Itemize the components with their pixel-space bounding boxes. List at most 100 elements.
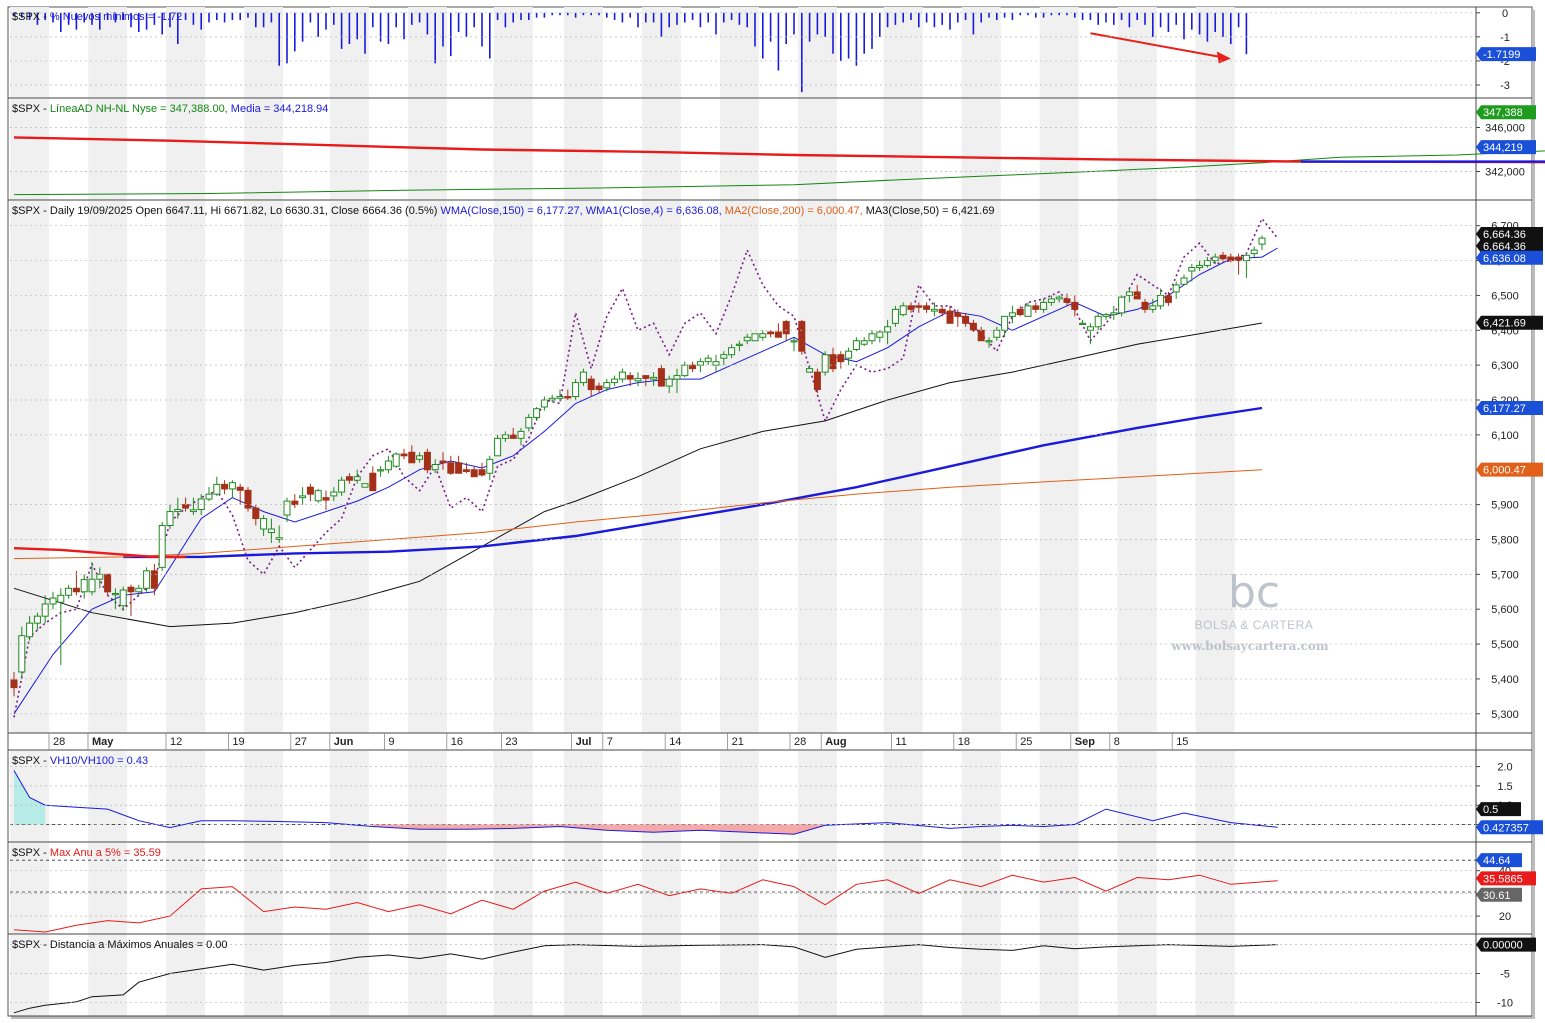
candle-up [993,329,1001,338]
candle-up [1110,312,1118,316]
candle-up [860,340,868,345]
candle-up [18,635,26,673]
y-tick-label: 5,400 [1491,674,1519,686]
value-badge-label: 347,388 [1483,107,1523,119]
week-band [244,99,284,200]
value-badge: 6,177.27 [1476,400,1543,415]
candle-up [1203,260,1211,266]
value-badge-bg [1476,400,1543,415]
week-band [88,843,128,934]
candle-up [1040,301,1048,310]
title-main: LíneaAD NH-NL Nyse = 347,388.00, [50,103,231,115]
week-band [883,751,923,842]
value-badge-label: 6,664.36 [1483,229,1526,241]
candle-up [119,589,127,607]
candle-up [891,308,899,324]
value-badge-bg [1476,227,1543,242]
candle-up [665,378,673,387]
week-band [883,99,923,200]
candle-up [673,375,681,380]
candle-up [821,354,829,373]
week-band [88,99,128,200]
candle-up [1242,254,1250,262]
value-badge: 6,000.47 [1476,462,1543,477]
y-tick-label: -5 [1500,969,1510,981]
panel-vh [10,770,1476,835]
candle-up [377,469,385,472]
candle-down [1063,298,1071,303]
watermark-logo: bc [1228,567,1280,618]
week-band [244,751,284,842]
panel-price: 28 May 12 19 27 Jun 9 16 23 Jul 7 14 21 28 Aug 11 18 25 Se… [10,217,1279,750]
candle-down [182,504,190,509]
candle-down [923,305,931,310]
week-band [563,99,603,200]
week-band [1039,843,1079,934]
value-badge: 0.5 [1476,802,1521,817]
week-band [719,843,759,934]
y-tick-label: 20 [1499,911,1511,923]
watermark-url: www.bolsaycartera.com [1170,639,1329,653]
y-tick-label: 2.0 [1497,762,1512,774]
candle-down [244,489,252,509]
candle-down [1164,294,1172,303]
candle-up [868,333,876,342]
week-band [1117,201,1157,733]
y-tick-label: 1.5 [1497,781,1512,793]
value-badge-label: 6,664.36 [1483,241,1526,253]
value-badge: 6,664.36 [1476,227,1543,242]
candle-up [603,382,611,389]
candle-up [213,483,221,495]
week-band [797,843,837,934]
candle-down [462,469,470,472]
candles [10,235,1266,697]
candle-up [751,333,759,342]
week-band [961,751,1001,842]
week-band [166,751,206,842]
panel-title-price: $SPX - Daily 19/09/2025 Open 6647.11, Hi… [12,205,994,217]
candle-up [1024,305,1032,317]
candle-up [845,350,853,359]
week-band [244,935,284,1016]
candle-up [930,308,938,312]
y-tick-label: -3 [1500,80,1510,92]
candle-up [704,357,712,363]
candle-down [104,573,112,593]
y-tick-label: 5,500 [1491,639,1519,651]
candle-up [634,377,642,382]
week-band [88,7,128,98]
week-band [961,99,1001,200]
candle-up [1180,277,1188,285]
value-badge-label: 35.5865 [1483,873,1523,885]
candle-up [166,511,174,527]
candle-down [642,375,650,379]
value-badge-label: 6,421.69 [1483,318,1526,330]
x-tick-label: Aug [825,736,846,748]
candle-up [1258,237,1266,245]
week-band [641,99,681,200]
x-tick-label: 9 [388,736,394,748]
candle-up [611,378,619,384]
indicator-line [123,406,1263,559]
candle-down [447,462,455,474]
candle-down [291,500,299,506]
title-part: MA2(Close,200) = 6,000.47, [725,205,866,217]
outer-frame [7,6,1533,1017]
candle-up [361,483,369,488]
week-band [563,843,603,934]
week-band [1117,7,1157,98]
week-band [244,201,284,733]
candle-up [392,453,400,467]
candle-up [728,347,736,356]
candle-up [525,416,533,429]
candle-down [657,368,665,387]
week-band [883,201,923,733]
candle-up [189,509,197,513]
value-badge: 30.61 [1476,887,1522,902]
x-tick-label: 8 [1114,736,1120,748]
value-badge: -1.7199 [1476,47,1536,62]
candle-down [252,507,260,520]
value-badge-label: 6,177.27 [1483,403,1526,415]
candle-up [1172,284,1180,293]
candle-up [1250,249,1258,255]
